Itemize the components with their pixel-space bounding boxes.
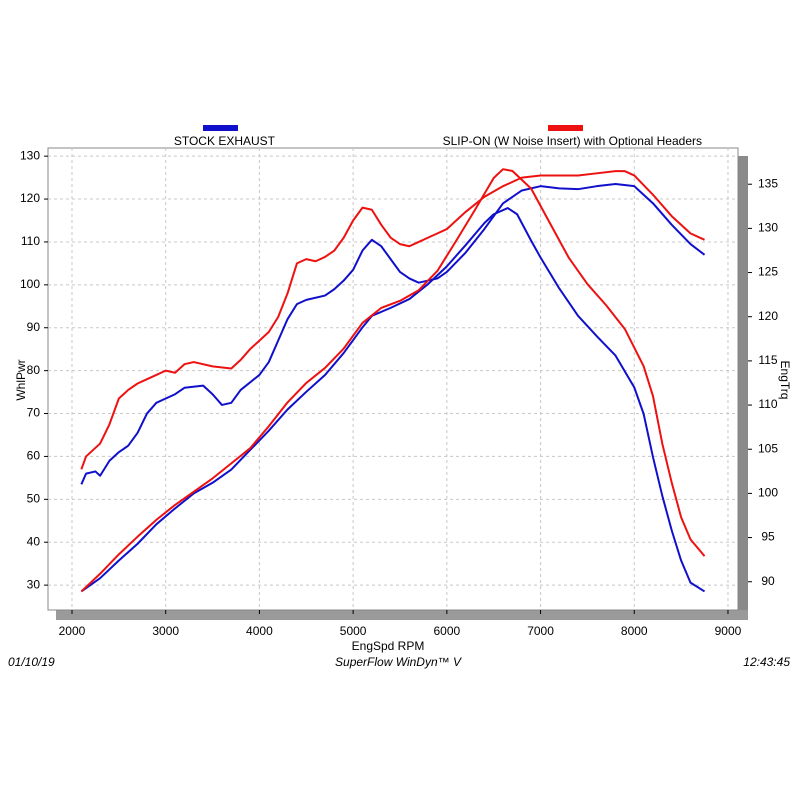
grid xyxy=(44,148,752,614)
footer-date: 01/10/19 xyxy=(8,655,55,669)
x-tick-label: 3000 xyxy=(152,624,179,638)
y-tick-label: 100 xyxy=(20,277,40,291)
legend-label: STOCK EXHAUST xyxy=(174,134,276,148)
frame-shadow-bottom xyxy=(56,610,748,620)
x-tick-label: 2000 xyxy=(59,624,86,638)
x-tick-label: 5000 xyxy=(340,624,367,638)
y-tick-label: 60 xyxy=(27,449,41,463)
y2-tick-label: 95 xyxy=(761,530,775,544)
labels: 2000 3000 4000 5000 6000 7000 8000 9000 30 40 50 60… xyxy=(20,125,778,638)
x-axis-label: EngSpd RPM xyxy=(352,639,425,653)
plot-area xyxy=(47,147,739,611)
torque-line xyxy=(80,207,706,593)
x-tick-label: 8000 xyxy=(621,624,648,638)
x-tick-label: 7000 xyxy=(527,624,554,638)
y2-tick-label: 125 xyxy=(758,265,778,279)
y-tick-label: 30 xyxy=(27,577,41,591)
y2-tick-label: 130 xyxy=(758,221,778,235)
y2-tick-label: 115 xyxy=(758,353,777,367)
x-tick-label: 6000 xyxy=(433,624,460,638)
y-tick-label: 70 xyxy=(27,406,41,420)
y-axis-label: WhlPwr xyxy=(14,359,28,400)
y2-tick-label: 120 xyxy=(758,309,778,323)
lines xyxy=(80,168,706,593)
y-tick-label: 90 xyxy=(27,320,41,334)
y2-tick-label: 105 xyxy=(758,441,778,455)
y-tick-label: 80 xyxy=(27,363,41,377)
y2-tick-label: 100 xyxy=(758,486,778,500)
y2-axis-label: EngTrq xyxy=(778,361,792,400)
legend-label: SLIP-ON (W Noise Insert) with Optional H… xyxy=(443,134,702,148)
y2-tick-label: 110 xyxy=(758,397,777,411)
x-tick-label: 9000 xyxy=(715,624,742,638)
power-line xyxy=(80,183,706,485)
y2-tick-label: 90 xyxy=(761,574,775,588)
frame-shadow-right xyxy=(738,156,748,620)
footer-time: 12:43:45 xyxy=(743,655,790,669)
y-tick-label: 130 xyxy=(20,148,40,162)
y-tick-label: 40 xyxy=(27,534,41,548)
footer-software: SuperFlow WinDyn™ V xyxy=(335,655,462,669)
y2-tick-label: 135 xyxy=(758,176,778,190)
y-tick-label: 50 xyxy=(27,491,41,505)
legend-swatch xyxy=(548,125,583,131)
power-line xyxy=(80,170,705,470)
torque-line xyxy=(80,168,706,593)
y-tick-label: 110 xyxy=(21,234,40,248)
y-tick-label: 120 xyxy=(20,191,40,205)
x-tick-label: 4000 xyxy=(246,624,273,638)
legend-swatch xyxy=(203,125,238,131)
